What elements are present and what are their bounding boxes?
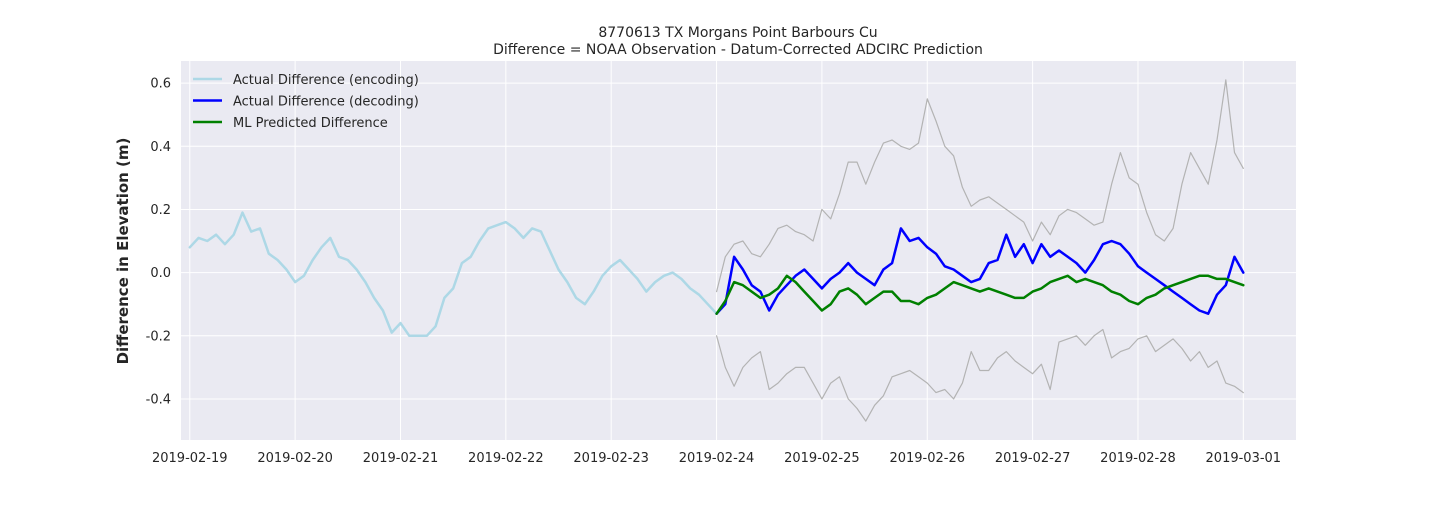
legend: Actual Difference (encoding) Actual Diffe… bbox=[193, 73, 419, 131]
legend-label: ML Predicted Difference bbox=[233, 116, 388, 131]
chart-title: 8770613 TX Morgans Point Barbours Cu bbox=[598, 25, 877, 41]
series-line-decoding bbox=[715, 227, 1245, 315]
chart-subtitle: Difference = NOAA Observation - Datum-Co… bbox=[493, 42, 983, 58]
x-tick-label: 2019-02-26 bbox=[889, 451, 965, 466]
tick-layer: 2019-02-19 2019-02-20 2019-02-21 2019-02-22… bbox=[146, 77, 1281, 466]
y-tick-label: 0.0 bbox=[150, 266, 171, 281]
x-tick-label: 2019-03-01 bbox=[1206, 451, 1282, 466]
y-tick-label: 0.4 bbox=[150, 140, 171, 155]
x-tick-label: 2019-02-22 bbox=[468, 451, 544, 466]
x-tick-label: 2019-02-28 bbox=[1100, 451, 1176, 466]
y-tick-label: 0.2 bbox=[150, 203, 171, 218]
legend-entry-decoding: Actual Difference (decoding) bbox=[193, 95, 419, 110]
x-tick-label: 2019-02-24 bbox=[679, 451, 755, 466]
legend-entry-encoding: Actual Difference (encoding) bbox=[193, 73, 419, 88]
x-tick-label: 2019-02-25 bbox=[784, 451, 860, 466]
x-tick-label: 2019-02-20 bbox=[257, 451, 333, 466]
legend-label: Actual Difference (decoding) bbox=[233, 95, 419, 110]
series-line-ml-predicted bbox=[715, 274, 1245, 315]
x-tick-label: 2019-02-23 bbox=[573, 451, 649, 466]
y-tick-label: -0.2 bbox=[146, 329, 171, 344]
y-tick-label: 0.6 bbox=[150, 77, 171, 92]
series-line-encoding bbox=[188, 211, 718, 338]
x-tick-label: 2019-02-27 bbox=[995, 451, 1071, 466]
x-tick-label: 2019-02-19 bbox=[152, 451, 228, 466]
x-tick-label: 2019-02-21 bbox=[363, 451, 439, 466]
grid-layer bbox=[181, 61, 1296, 440]
y-axis-label: Difference in Elevation (m) bbox=[114, 138, 132, 365]
series-line-upper-band bbox=[715, 79, 1244, 293]
legend-label: Actual Difference (encoding) bbox=[233, 73, 419, 88]
series-layer bbox=[188, 79, 1245, 422]
legend-entry-ml-predicted: ML Predicted Difference bbox=[193, 116, 388, 131]
y-tick-label: -0.4 bbox=[146, 392, 171, 407]
series-line-lower-band bbox=[715, 328, 1244, 422]
